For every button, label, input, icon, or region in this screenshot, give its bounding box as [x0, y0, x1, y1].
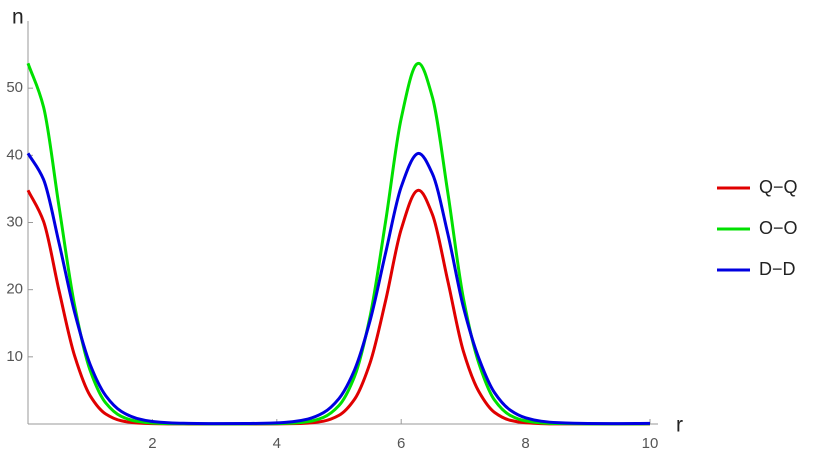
- y-tick-label: 20: [6, 281, 23, 298]
- y-tick-label: 40: [6, 146, 23, 163]
- x-tick-label: 8: [521, 435, 529, 452]
- x-tick-label: 6: [397, 435, 405, 452]
- line-series: [26, 151, 651, 426]
- x-axis-label: r: [676, 414, 683, 437]
- line-series: [26, 188, 651, 426]
- y-tick-label: 30: [6, 213, 23, 230]
- y-axis-label: n: [12, 6, 24, 29]
- line-series: [26, 61, 651, 426]
- x-tick-label: 2: [148, 435, 156, 452]
- legend-label: O−O: [759, 218, 798, 238]
- x-tick-label: 10: [642, 435, 659, 452]
- y-tick-label: 50: [6, 79, 23, 96]
- legend-label: Q−Q: [759, 177, 798, 197]
- legend-label: D−D: [759, 259, 796, 279]
- x-tick-label: 4: [273, 435, 281, 452]
- y-tick-label: 10: [6, 348, 23, 365]
